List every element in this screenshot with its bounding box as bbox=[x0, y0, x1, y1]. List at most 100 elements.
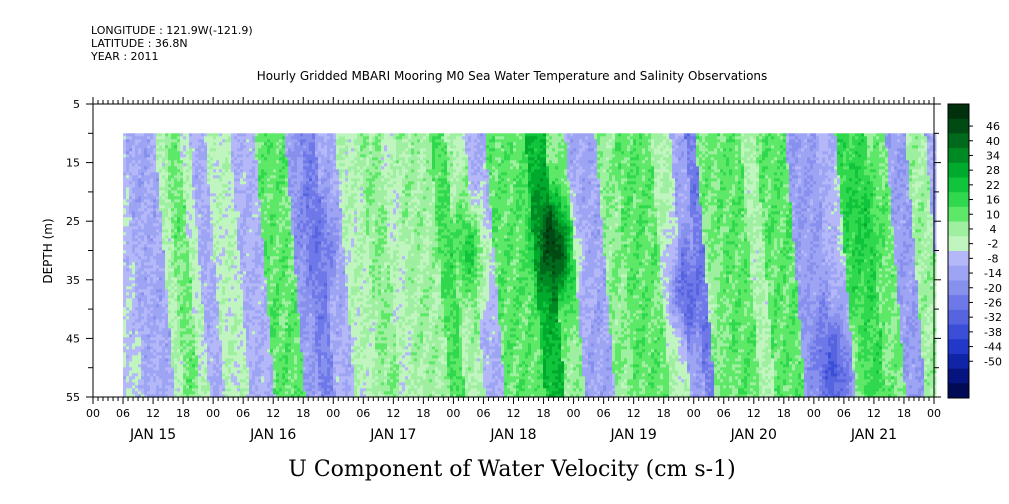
heatmap-cell bbox=[279, 259, 283, 263]
heatmap-cell bbox=[141, 205, 145, 209]
heatmap-cell bbox=[162, 385, 166, 389]
heatmap-cell bbox=[270, 283, 274, 287]
heatmap-cell bbox=[213, 217, 217, 221]
heatmap-cell bbox=[225, 286, 229, 290]
heatmap-cell bbox=[138, 241, 142, 245]
heatmap-cell bbox=[129, 178, 133, 182]
heatmap-cell bbox=[210, 241, 214, 245]
heatmap-cell bbox=[189, 163, 193, 167]
heatmap-cell bbox=[189, 268, 193, 272]
heatmap-cell bbox=[219, 304, 223, 308]
heatmap-cell bbox=[285, 184, 289, 188]
heatmap-cell bbox=[141, 253, 145, 257]
heatmap-cell bbox=[153, 172, 157, 176]
heatmap-cell bbox=[162, 391, 166, 395]
heatmap-cell bbox=[126, 157, 130, 161]
heatmap-cell bbox=[267, 205, 271, 209]
heatmap-cell bbox=[219, 364, 223, 368]
heatmap-cell bbox=[282, 280, 286, 284]
heatmap-cell bbox=[237, 259, 241, 263]
heatmap-cell bbox=[159, 190, 163, 194]
heatmap-cell bbox=[126, 292, 130, 296]
heatmap-cell bbox=[222, 220, 226, 224]
heatmap-cell bbox=[186, 277, 190, 281]
heatmap-cell bbox=[186, 292, 190, 296]
heatmap-cell bbox=[126, 208, 130, 212]
heatmap-cell bbox=[279, 196, 283, 200]
heatmap-cell bbox=[207, 226, 211, 230]
heatmap-cell bbox=[156, 352, 160, 356]
heatmap-cell bbox=[267, 271, 271, 275]
heatmap-cell bbox=[243, 394, 247, 398]
heatmap-cell bbox=[216, 142, 220, 146]
heatmap-cell bbox=[201, 256, 205, 260]
heatmap-cell bbox=[153, 235, 157, 239]
heatmap-cell bbox=[270, 325, 274, 329]
heatmap-cell bbox=[153, 148, 157, 152]
heatmap-cell bbox=[144, 310, 148, 314]
heatmap-cell bbox=[189, 151, 193, 155]
heatmap-cell bbox=[132, 319, 136, 323]
heatmap-cell bbox=[192, 154, 196, 158]
heatmap-cell bbox=[219, 283, 223, 287]
heatmap-cell bbox=[234, 286, 238, 290]
heatmap-cell bbox=[222, 241, 226, 245]
heatmap-cell bbox=[180, 319, 184, 323]
heatmap-cell bbox=[129, 181, 133, 185]
heatmap-cell bbox=[213, 295, 217, 299]
heatmap-cell bbox=[243, 178, 247, 182]
heatmap-cell bbox=[168, 310, 172, 314]
heatmap-cell bbox=[207, 304, 211, 308]
heatmap-cell bbox=[123, 223, 127, 227]
heatmap-cell bbox=[252, 391, 256, 395]
heatmap-cell bbox=[135, 178, 139, 182]
heatmap-cell bbox=[135, 370, 139, 374]
heatmap-cell bbox=[285, 136, 289, 140]
heatmap-cell bbox=[171, 340, 175, 344]
heatmap-cell bbox=[165, 166, 169, 170]
heatmap-cell bbox=[180, 151, 184, 155]
heatmap-cell bbox=[195, 352, 199, 356]
heatmap-cell bbox=[249, 226, 253, 230]
heatmap-cell bbox=[267, 289, 271, 293]
heatmap-cell bbox=[213, 136, 217, 140]
heatmap-cell bbox=[186, 391, 190, 395]
heatmap-cell bbox=[168, 304, 172, 308]
heatmap-cell bbox=[213, 247, 217, 251]
heatmap-cell bbox=[171, 256, 175, 260]
heatmap-cell bbox=[210, 280, 214, 284]
heatmap-cell bbox=[186, 157, 190, 161]
heatmap-cell bbox=[204, 292, 208, 296]
heatmap-cell bbox=[147, 304, 151, 308]
heatmap-cell bbox=[180, 196, 184, 200]
heatmap-cell bbox=[243, 319, 247, 323]
heatmap-cell bbox=[174, 172, 178, 176]
heatmap-cell bbox=[219, 247, 223, 251]
heatmap-cell bbox=[204, 385, 208, 389]
heatmap-cell bbox=[189, 385, 193, 389]
heatmap-cell bbox=[279, 367, 283, 371]
heatmap-cell bbox=[126, 328, 130, 332]
heatmap-cell bbox=[135, 157, 139, 161]
heatmap-cell bbox=[183, 172, 187, 176]
heatmap-cell bbox=[231, 136, 235, 140]
heatmap-cell bbox=[249, 169, 253, 173]
heatmap-cell bbox=[258, 313, 262, 317]
heatmap-cell bbox=[156, 178, 160, 182]
heatmap-cell bbox=[144, 178, 148, 182]
heatmap-cell bbox=[282, 154, 286, 158]
heatmap-cell bbox=[150, 133, 154, 137]
heatmap-cell bbox=[270, 373, 274, 377]
heatmap-cell bbox=[174, 355, 178, 359]
heatmap-cell bbox=[198, 172, 202, 176]
heatmap-cell bbox=[126, 304, 130, 308]
heatmap-cell bbox=[210, 151, 214, 155]
heatmap-cell bbox=[144, 214, 148, 218]
heatmap-cell bbox=[243, 337, 247, 341]
heatmap-cell bbox=[207, 229, 211, 233]
heatmap-cell bbox=[237, 181, 241, 185]
heatmap-cell bbox=[192, 379, 196, 383]
heatmap-cell bbox=[288, 247, 292, 251]
heatmap-cell bbox=[249, 196, 253, 200]
heatmap-cell bbox=[153, 328, 157, 332]
